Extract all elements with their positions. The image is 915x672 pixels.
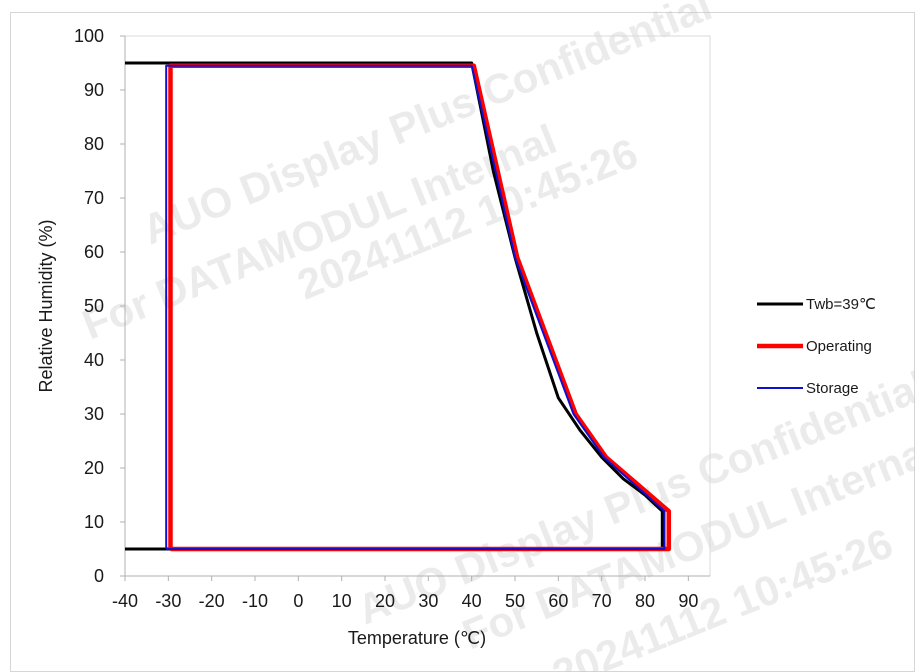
y-tick-label: 40 [84,350,104,370]
x-tick-label: 70 [592,591,612,611]
y-tick-label: 0 [94,566,104,586]
x-tick-label: -30 [155,591,181,611]
y-ticks: 0 10 20 30 40 50 60 70 80 90 100 [74,26,125,586]
series-line-1 [125,61,664,551]
x-ticks: -40 -30 -20 -10 0 10 20 30 40 50 60 70 80 90 [112,576,698,611]
x-tick-label: 60 [548,591,568,611]
y-axis-title: Relative Humidity (%) [36,219,56,392]
x-tick-label: 20 [375,591,395,611]
x-axis-title: Temperature (℃) [348,628,486,648]
x-tick-label: 40 [462,591,482,611]
x-tick-label: 90 [678,591,698,611]
legend-label-2: Operating [806,338,872,355]
chart-frame [10,12,915,672]
y-tick-label: 30 [84,404,104,424]
legend: Twb=39℃ Operating Storage [757,296,876,397]
x-tick-label: -10 [242,591,268,611]
series-layer [125,61,672,552]
x-tick-label: 30 [418,591,438,611]
y-tick-label: 90 [84,80,104,100]
y-tick-label: 70 [84,188,104,208]
y-tick-label: 60 [84,242,104,262]
x-tick-label: 80 [635,591,655,611]
y-tick-label: 10 [84,512,104,532]
x-tick-label: -40 [112,591,138,611]
x-tick-label: 50 [505,591,525,611]
legend-label-1: Twb=39℃ [806,296,876,313]
x-tick-label: -20 [199,591,225,611]
y-tick-label: 20 [84,458,104,478]
watermark-layer: AUO Display Plus Confidential For DATAMO… [76,0,915,672]
series-line-3 [165,64,666,550]
x-tick-label: 10 [332,591,352,611]
y-tick-label: 100 [74,26,104,46]
y-tick-label: 80 [84,134,104,154]
legend-label-3: Storage [806,380,859,397]
y-tick-label: 50 [84,296,104,316]
x-tick-label: 0 [293,591,303,611]
